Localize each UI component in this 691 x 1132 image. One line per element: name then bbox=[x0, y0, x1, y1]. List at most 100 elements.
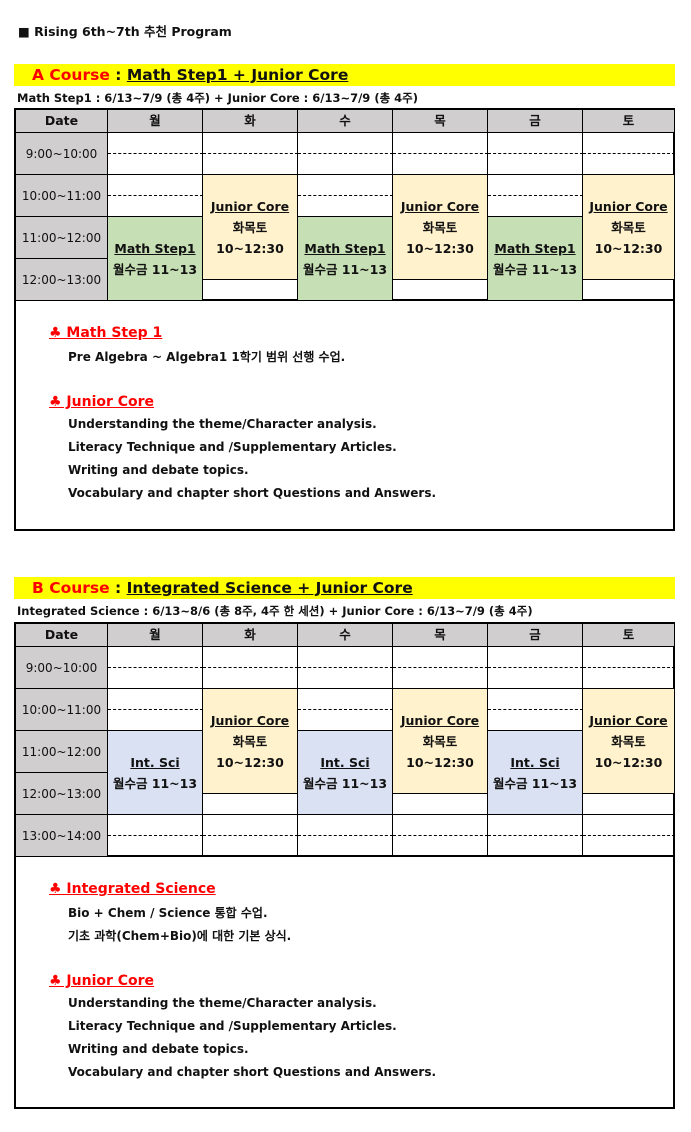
class-days: 화목토 bbox=[232, 733, 268, 749]
class-block-junior: Junior Core 화목토 10~12:30 bbox=[203, 689, 298, 794]
class-days: 화목토 bbox=[422, 219, 458, 235]
day-header: 토 bbox=[583, 624, 675, 647]
note-line: Pre Algebra ~ Algebra1 1학기 범위 선행 수업. bbox=[68, 350, 346, 364]
course-b-label: B Course bbox=[32, 579, 110, 597]
course-b-notes: ♣ Integrated Science Bio + Chem / Science… bbox=[14, 856, 675, 1109]
empty-slot bbox=[203, 668, 298, 689]
note-heading: ♣ Junior Core bbox=[49, 973, 155, 989]
course-b-name: Integrated Science + Junior Core bbox=[126, 579, 413, 597]
class-title: Junior Core bbox=[400, 712, 480, 728]
class-title: Int. Sci bbox=[510, 754, 560, 770]
class-days: 월수금 11~13 bbox=[302, 775, 388, 791]
class-days: 월수금 11~13 bbox=[302, 261, 388, 277]
class-title: Junior Core bbox=[589, 198, 668, 214]
empty-slot bbox=[108, 836, 203, 857]
empty-slot bbox=[488, 133, 583, 154]
class-title: Math Step1 bbox=[114, 240, 196, 256]
time-slot-label: 13:00~14:00 bbox=[16, 815, 108, 857]
class-block-junior: Junior Core 화목토 10~12:30 bbox=[583, 175, 675, 280]
empty-slot bbox=[583, 836, 675, 857]
class-block-junior: Junior Core 화목토 10~12:30 bbox=[583, 689, 675, 794]
class-block-junior: Junior Core 화목토 10~12:30 bbox=[393, 689, 488, 794]
course-a-title-bar: A Course : Math Step1 + Junior Core bbox=[14, 64, 675, 86]
class-days: 월수금 11~13 bbox=[492, 775, 578, 791]
note-heading: ♣ Junior Core bbox=[49, 394, 155, 410]
class-title: Junior Core bbox=[210, 712, 290, 728]
empty-slot bbox=[393, 794, 488, 815]
note-line: Literacy Technique and /Supplementary Ar… bbox=[68, 440, 397, 454]
empty-slot bbox=[488, 710, 583, 731]
note-line: Understanding the theme/Character analys… bbox=[68, 417, 377, 431]
class-block-math: Math Step1 월수금 11~13 bbox=[298, 217, 393, 301]
empty-slot bbox=[583, 794, 675, 815]
date-header: Date bbox=[16, 624, 108, 647]
course-a-label: A Course bbox=[32, 66, 110, 84]
empty-slot bbox=[108, 668, 203, 689]
note-line: Writing and debate topics. bbox=[68, 463, 249, 477]
empty-slot bbox=[203, 815, 298, 836]
class-days: 월수금 11~13 bbox=[492, 261, 578, 277]
empty-slot bbox=[298, 154, 393, 175]
note-line: Vocabulary and chapter short Questions a… bbox=[68, 486, 437, 500]
empty-slot bbox=[488, 689, 583, 710]
class-days: 화목토 bbox=[611, 733, 646, 749]
empty-slot bbox=[203, 647, 298, 668]
empty-slot bbox=[393, 133, 488, 154]
empty-slot bbox=[108, 196, 203, 217]
class-days: 화목토 bbox=[422, 733, 458, 749]
class-block-math: Math Step1 월수금 11~13 bbox=[108, 217, 203, 301]
empty-slot bbox=[203, 280, 298, 301]
empty-slot bbox=[583, 133, 675, 154]
empty-slot bbox=[488, 154, 583, 175]
time-slot-label: 9:00~10:00 bbox=[16, 133, 108, 175]
empty-slot bbox=[393, 280, 488, 301]
course-b-subtitle: Integrated Science : 6/13~8/6 (총 8주, 4주 … bbox=[17, 604, 533, 618]
class-title: Math Step1 bbox=[494, 240, 576, 256]
empty-slot bbox=[393, 154, 488, 175]
class-title: Junior Core bbox=[210, 198, 290, 214]
note-heading: ♣ Integrated Science bbox=[49, 881, 216, 897]
day-header: 금 bbox=[488, 624, 583, 647]
empty-slot bbox=[393, 647, 488, 668]
course-b-timetable: Date 월 화 수 목 금 토 9:00~10:00 10:00~11:00 11:00~12:… bbox=[14, 622, 675, 857]
class-block-science: Int. Sci 월수금 11~13 bbox=[298, 731, 393, 815]
empty-slot bbox=[108, 154, 203, 175]
day-header: 월 bbox=[108, 624, 203, 647]
empty-slot bbox=[488, 196, 583, 217]
note-line: Bio + Chem / Science 통합 수업. bbox=[68, 906, 268, 920]
class-time: 10~12:30 bbox=[406, 240, 474, 256]
class-time: 10~12:30 bbox=[594, 754, 663, 770]
class-days: 월수금 11~13 bbox=[112, 261, 198, 277]
empty-slot bbox=[583, 815, 675, 836]
empty-slot bbox=[393, 836, 488, 857]
note-line: Vocabulary and chapter short Questions a… bbox=[68, 1065, 437, 1079]
empty-slot bbox=[583, 668, 675, 689]
class-block-science: Int. Sci 월수금 11~13 bbox=[488, 731, 583, 815]
empty-slot bbox=[298, 836, 393, 857]
course-a-name: Math Step1 + Junior Core bbox=[126, 66, 349, 84]
time-slot-label: 11:00~12:00 bbox=[16, 217, 108, 259]
empty-slot bbox=[583, 280, 675, 301]
empty-slot bbox=[108, 647, 203, 668]
empty-slot bbox=[393, 668, 488, 689]
empty-slot bbox=[583, 647, 675, 668]
class-time: 10~12:30 bbox=[216, 754, 284, 770]
class-title: Junior Core bbox=[400, 198, 480, 214]
empty-slot bbox=[108, 133, 203, 154]
empty-slot bbox=[298, 175, 393, 196]
day-header: 수 bbox=[298, 110, 393, 133]
separator: : bbox=[109, 66, 127, 84]
empty-slot bbox=[203, 154, 298, 175]
date-header: Date bbox=[16, 110, 108, 133]
class-title: Int. Sci bbox=[320, 754, 370, 770]
note-line: 기초 과학(Chem+Bio)에 대한 기본 상식. bbox=[68, 929, 292, 943]
empty-slot bbox=[203, 794, 298, 815]
class-title: Math Step1 bbox=[304, 240, 386, 256]
note-line: Literacy Technique and /Supplementary Ar… bbox=[68, 1019, 397, 1033]
empty-slot bbox=[298, 668, 393, 689]
class-block-math: Math Step1 월수금 11~13 bbox=[488, 217, 583, 301]
empty-slot bbox=[298, 196, 393, 217]
class-block-science: Int. Sci 월수금 11~13 bbox=[108, 731, 203, 815]
empty-slot bbox=[108, 689, 203, 710]
empty-slot bbox=[298, 710, 393, 731]
